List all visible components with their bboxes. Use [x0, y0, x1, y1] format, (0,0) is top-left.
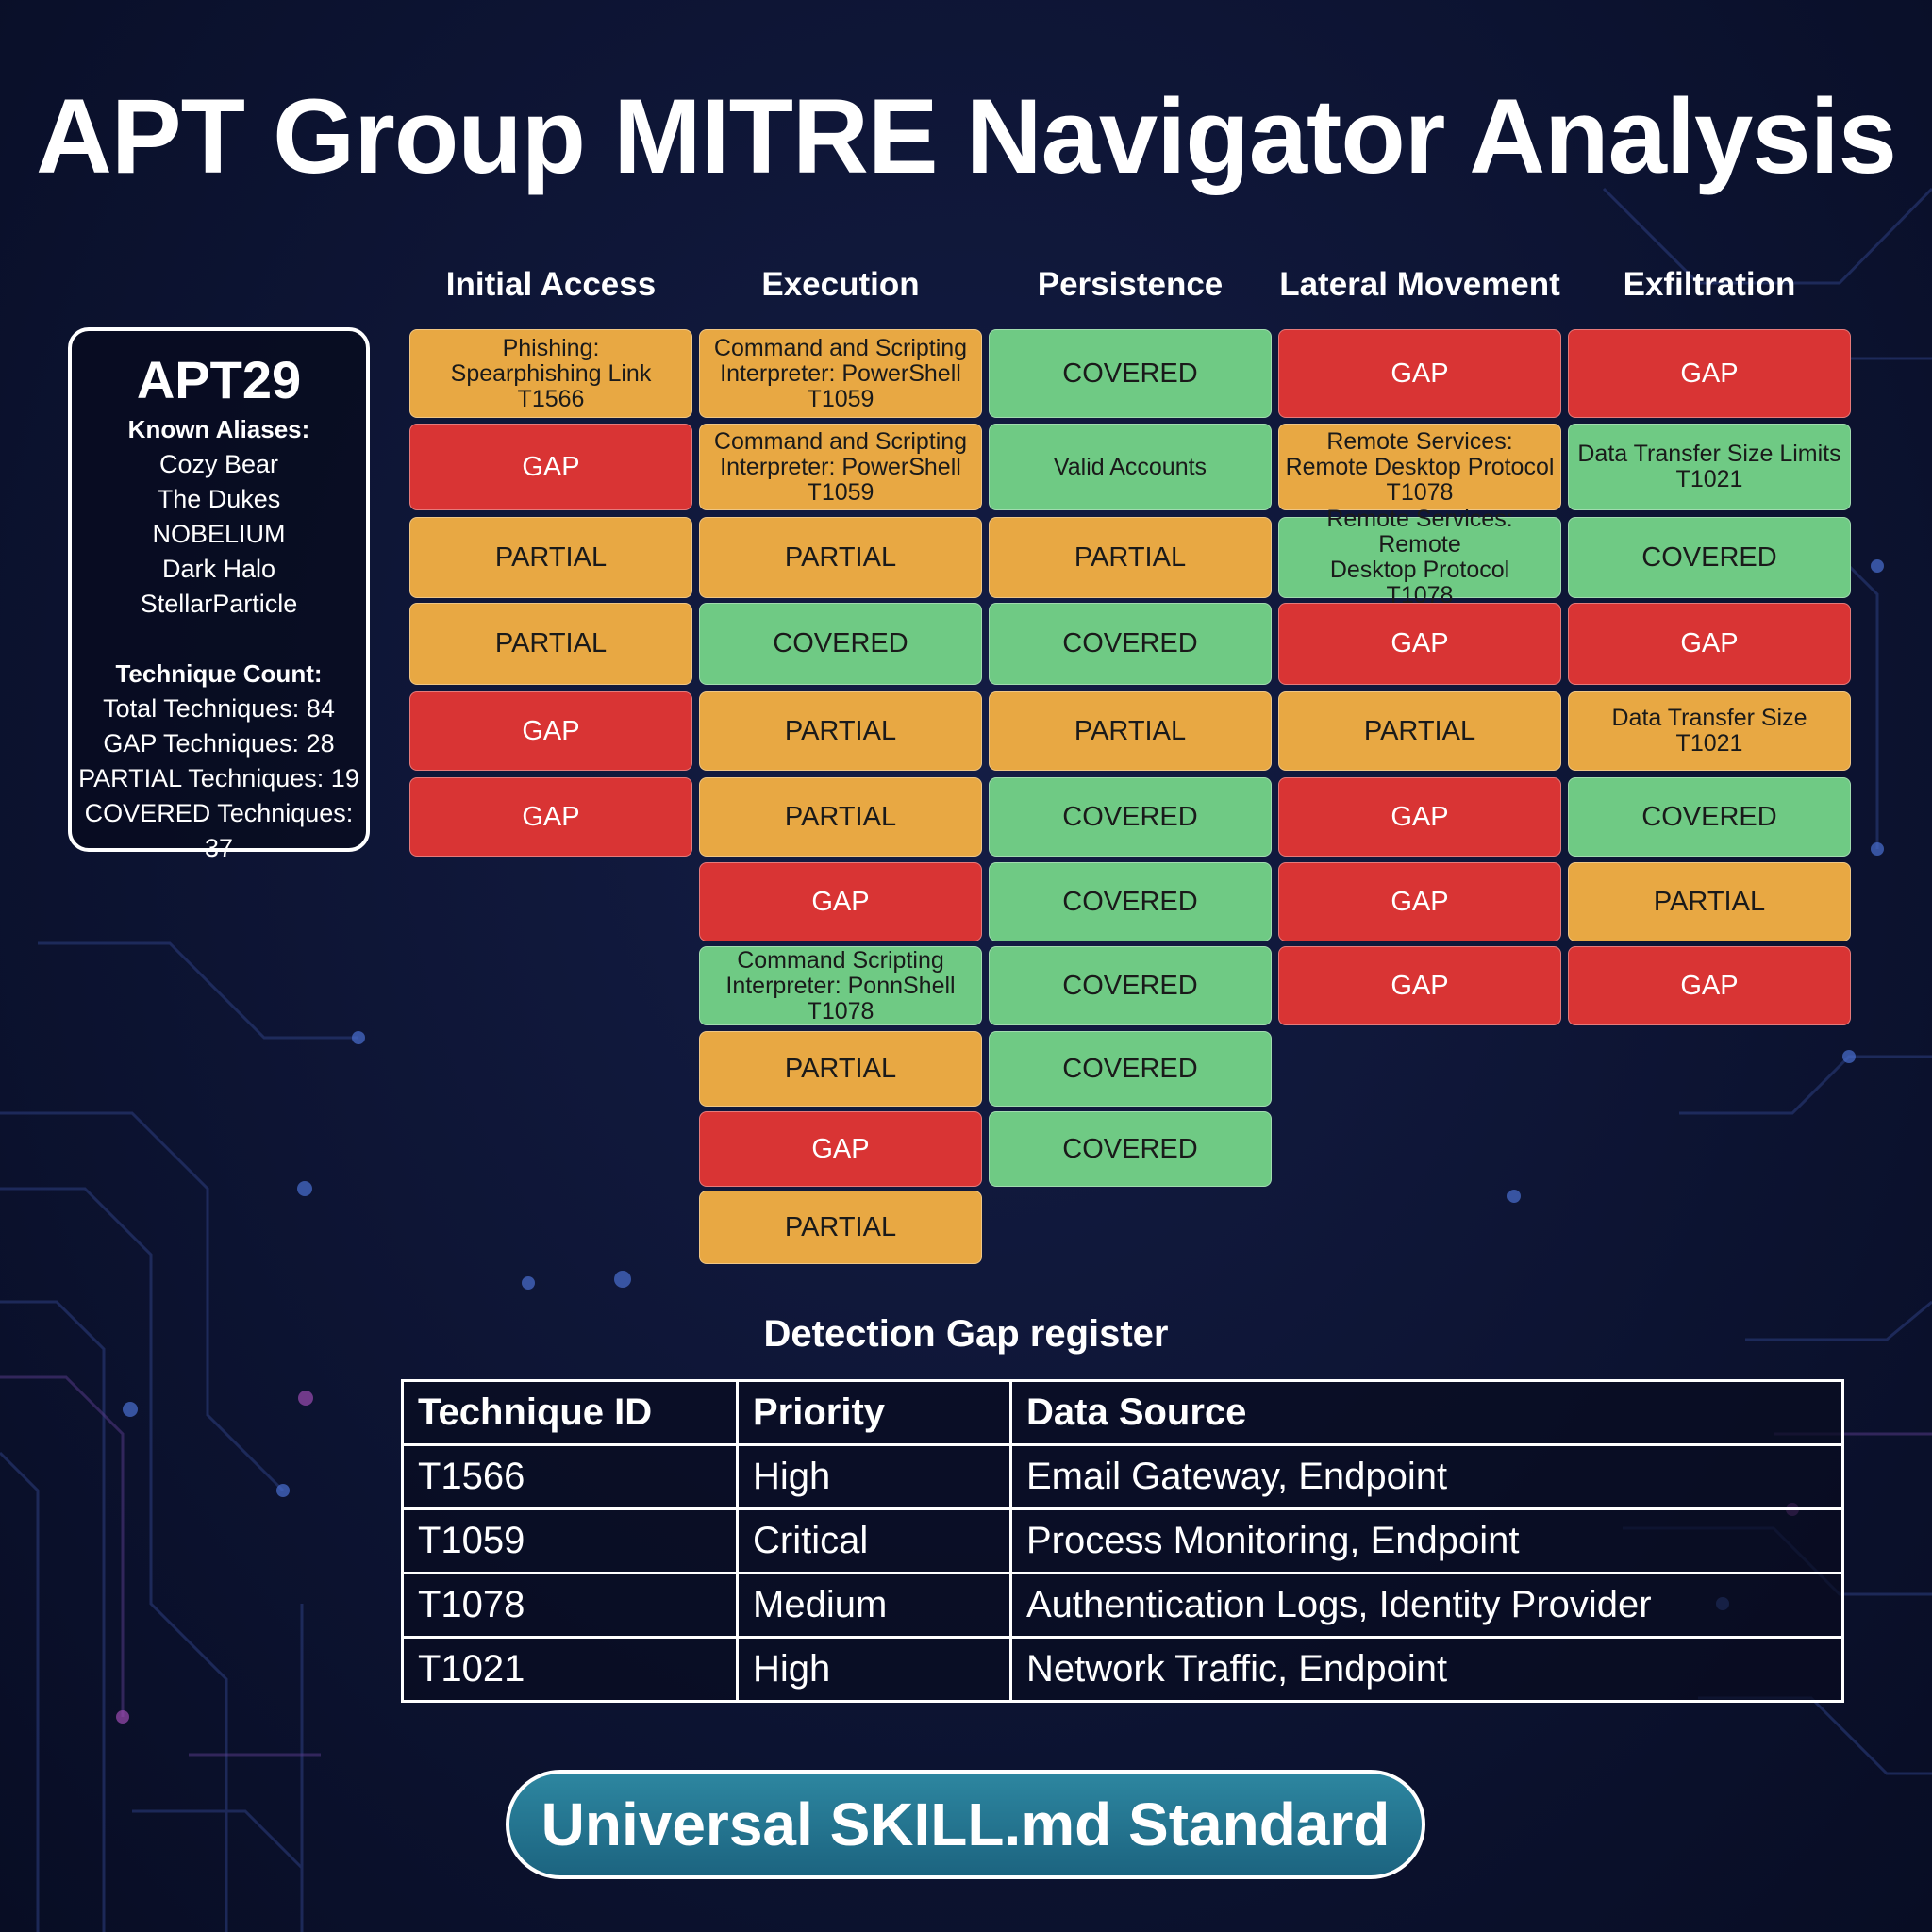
technique-cell-partial[interactable]: PARTIAL — [699, 691, 982, 771]
technique-cell-partial[interactable]: PARTIAL — [699, 1191, 982, 1264]
priority-cell: Medium — [736, 1572, 1012, 1639]
technique-cell-covered[interactable]: Valid Accounts — [989, 424, 1272, 510]
tactic-header-persistence: Persistence — [1037, 266, 1224, 303]
technique-cell-covered[interactable]: COVERED — [989, 1111, 1272, 1187]
priority-cell: High — [736, 1443, 1012, 1510]
technique-count-covered: COVERED Techniques: 37 — [84, 799, 354, 862]
column-header: Priority — [736, 1379, 1012, 1446]
technique-cell-gap[interactable]: GAP — [409, 424, 692, 510]
technique-cell-gap[interactable]: GAP — [1278, 946, 1561, 1025]
footer-standard-badge: Universal SKILL.md Standard — [506, 1770, 1425, 1879]
column-header: Technique ID — [401, 1379, 739, 1446]
technique-cell-gap[interactable]: GAP — [409, 777, 692, 857]
technique-cell-gap[interactable]: GAP — [1278, 329, 1561, 418]
table-header-row: Technique ID Priority Data Source — [401, 1379, 1844, 1446]
technique-id-cell: T1059 — [401, 1507, 739, 1574]
technique-cell-partial[interactable]: Command and Scripting Interpreter: Power… — [699, 424, 982, 510]
data-source-cell: Authentication Logs, Identity Provider — [1009, 1572, 1844, 1639]
technique-cell-covered[interactable]: COVERED — [1568, 517, 1851, 598]
technique-cell-covered[interactable]: COVERED — [989, 329, 1272, 418]
technique-cell-partial[interactable]: PARTIAL — [1278, 691, 1561, 771]
technique-cell-covered[interactable]: COVERED — [989, 1031, 1272, 1107]
technique-cell-gap[interactable]: GAP — [699, 862, 982, 941]
technique-cell-covered[interactable]: COVERED — [1568, 777, 1851, 857]
technique-count-total: Total Techniques: 84 — [103, 694, 335, 723]
data-source-cell: Email Gateway, Endpoint — [1009, 1443, 1844, 1510]
technique-cell-partial[interactable]: PARTIAL — [699, 777, 982, 857]
technique-cell-partial[interactable]: PARTIAL — [1568, 862, 1851, 941]
group-name: APT29 — [136, 350, 302, 409]
tactic-header-exfiltration: Exfiltration — [1623, 266, 1796, 303]
gap-register-title: Detection Gap register — [763, 1313, 1169, 1355]
priority-cell: Critical — [736, 1507, 1012, 1574]
technique-cell-partial[interactable]: Data Transfer Size T1021 — [1568, 691, 1851, 771]
alias-item: Dark Halo — [161, 555, 276, 583]
technique-cell-partial[interactable]: Remote Services: Remote Desktop Protocol… — [1278, 424, 1561, 510]
technique-cell-partial[interactable]: PARTIAL — [699, 517, 982, 598]
technique-cell-partial[interactable]: Command and Scripting Interpreter: Power… — [699, 329, 982, 418]
technique-id-cell: T1021 — [401, 1636, 739, 1703]
priority-cell: High — [736, 1636, 1012, 1703]
technique-cell-covered[interactable]: COVERED — [699, 603, 982, 685]
alias-item: Cozy Bear — [158, 450, 279, 478]
alias-item: The Dukes — [157, 485, 281, 513]
technique-cell-covered[interactable]: COVERED — [989, 862, 1272, 941]
technique-cell-partial[interactable]: PARTIAL — [989, 691, 1272, 771]
technique-count-heading: Technique Count: — [115, 659, 323, 688]
technique-cell-gap[interactable]: GAP — [1568, 946, 1851, 1025]
aliases-heading: Known Aliases: — [127, 415, 310, 443]
page-title: APT Group MITRE Navigator Analysis — [36, 77, 1897, 195]
table-row: T1078 Medium Authentication Logs, Identi… — [401, 1572, 1844, 1639]
table-row: T1021 High Network Traffic, Endpoint — [401, 1636, 1844, 1703]
alias-item: StellarParticle — [140, 590, 298, 618]
tactic-header-initial-access: Initial Access — [445, 266, 657, 303]
technique-cell-partial[interactable]: PARTIAL — [409, 517, 692, 598]
technique-cell-covered[interactable]: COVERED — [989, 603, 1272, 685]
table-row: T1566 High Email Gateway, Endpoint — [401, 1443, 1844, 1510]
technique-id-cell: T1566 — [401, 1443, 739, 1510]
technique-cell-partial[interactable]: Phishing: Spearphishing Link T1566 — [409, 329, 692, 418]
tactic-header-execution: Execution — [761, 266, 920, 303]
technique-cell-partial[interactable]: PARTIAL — [409, 603, 692, 685]
technique-cell-covered[interactable]: Remote Services: Remote Desktop Protocol… — [1278, 507, 1561, 608]
table-row: T1059 Critical Process Monitoring, Endpo… — [401, 1507, 1844, 1574]
tactic-header-lateral-movement: Lateral Movement — [1279, 266, 1560, 303]
technique-cell-covered[interactable]: Command Scripting Interpreter: PonnShell… — [699, 946, 982, 1025]
technique-cell-gap[interactable]: GAP — [1568, 603, 1851, 685]
technique-cell-partial[interactable]: PARTIAL — [989, 517, 1272, 598]
data-source-cell: Network Traffic, Endpoint — [1009, 1636, 1844, 1703]
technique-cell-covered[interactable]: COVERED — [989, 946, 1272, 1025]
gap-register-table: Technique ID Priority Data Source T1566 … — [401, 1379, 1844, 1703]
technique-count-gap: GAP Techniques: 28 — [103, 729, 335, 758]
technique-cell-gap[interactable]: GAP — [409, 691, 692, 771]
technique-cell-gap[interactable]: GAP — [1278, 603, 1561, 685]
group-info-card: APT29 Known Aliases: Cozy Bear The Dukes… — [68, 327, 370, 862]
technique-cell-partial[interactable]: PARTIAL — [699, 1031, 982, 1107]
data-source-cell: Process Monitoring, Endpoint — [1009, 1507, 1844, 1574]
technique-cell-gap[interactable]: GAP — [1278, 862, 1561, 941]
technique-cell-covered[interactable]: COVERED — [989, 777, 1272, 857]
technique-cell-gap[interactable]: GAP — [1568, 329, 1851, 418]
technique-id-cell: T1078 — [401, 1572, 739, 1639]
technique-count-partial: PARTIAL Techniques: 19 — [78, 764, 359, 792]
technique-cell-covered[interactable]: Data Transfer Size Limits T1021 — [1568, 424, 1851, 510]
technique-cell-gap[interactable]: GAP — [699, 1111, 982, 1187]
technique-cell-gap[interactable]: GAP — [1278, 777, 1561, 857]
column-header: Data Source — [1009, 1379, 1844, 1446]
alias-item: NOBELIUM — [152, 520, 286, 548]
